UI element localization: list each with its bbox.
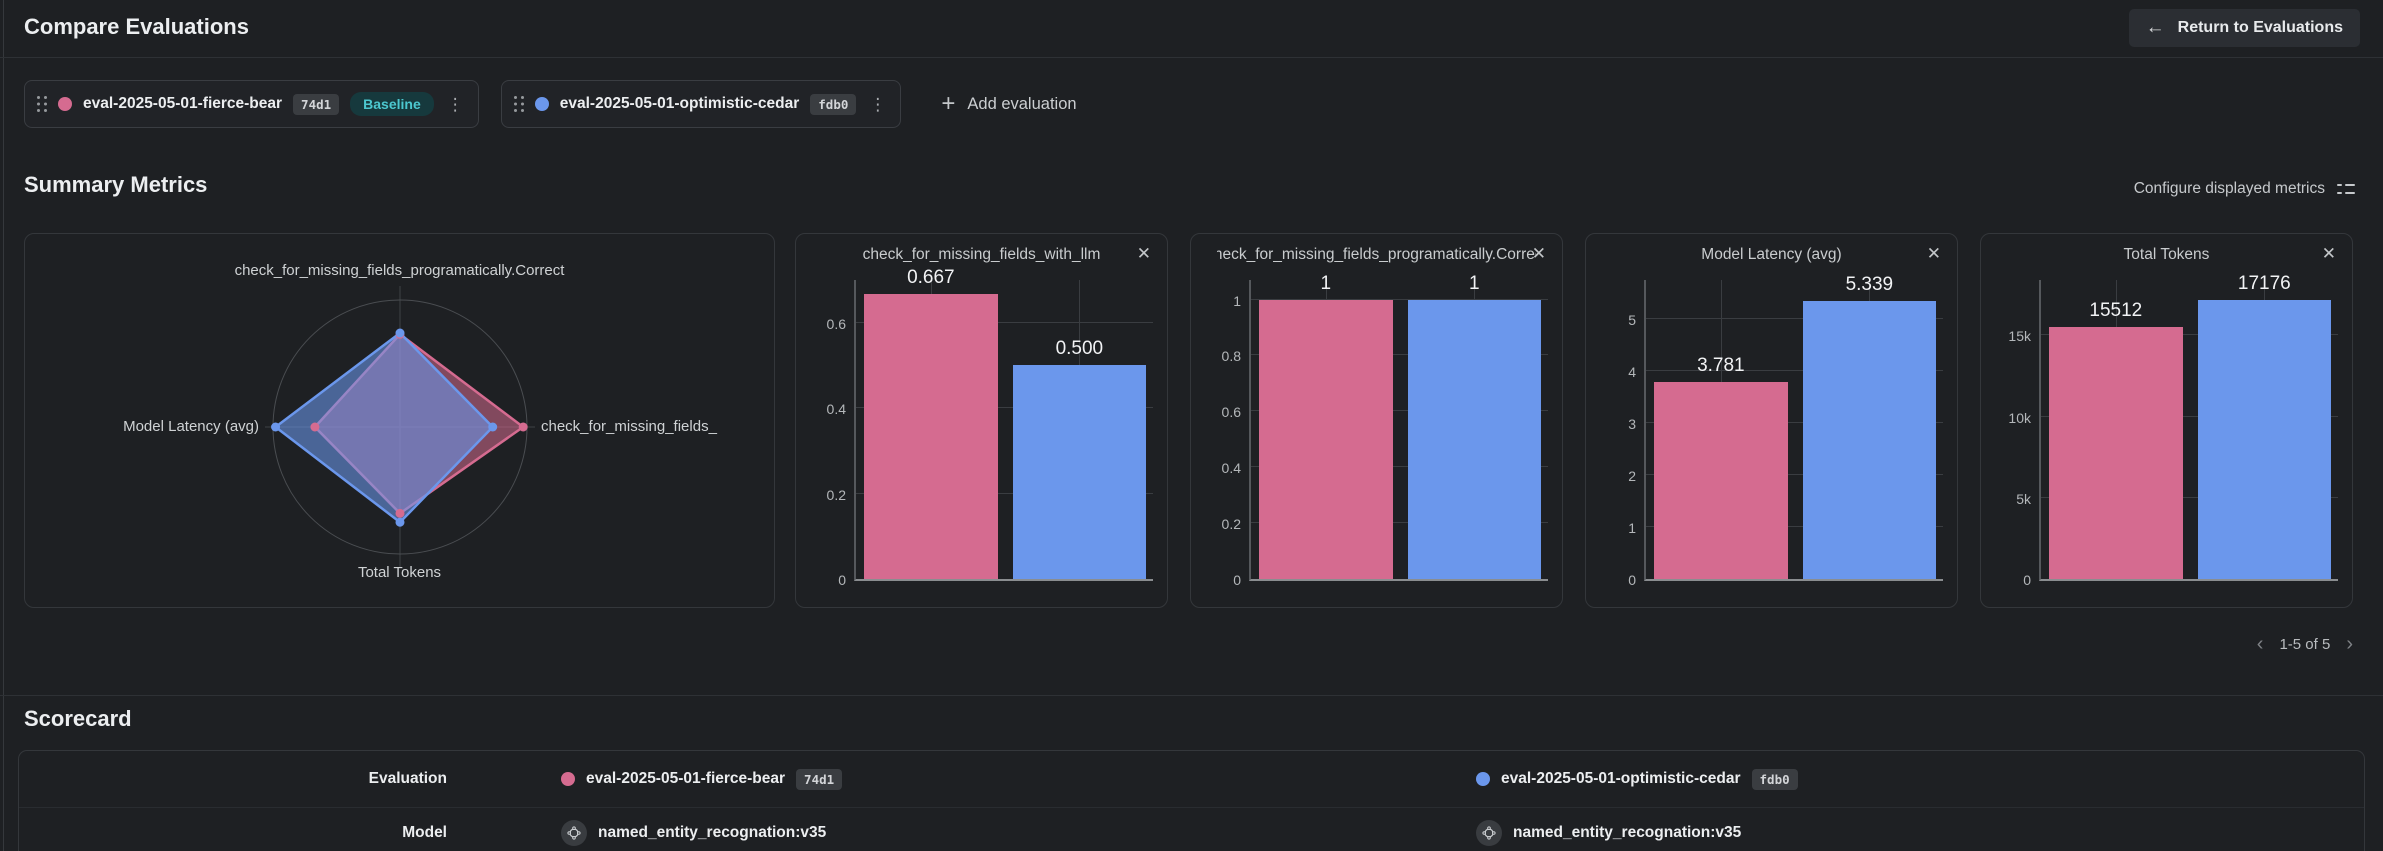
configure-label: Configure displayed metrics bbox=[2133, 180, 2325, 197]
scorecard-row-evaluation: Evaluation eval-2025-05-01-fierce-bear 7… bbox=[19, 751, 2364, 807]
scorecard-evaluation-link[interactable]: eval-2025-05-01-optimistic-cedar fdb0 bbox=[1396, 768, 2364, 790]
bar-value-label: 15512 bbox=[2089, 299, 2143, 321]
bar-value-label: 5.339 bbox=[1845, 274, 1894, 296]
bar-chart: 0 1 2 3 4 5 3.781 5.339 bbox=[1628, 274, 1943, 588]
page-title: Compare Evaluations bbox=[24, 14, 249, 39]
eval-name: eval-2025-05-01-optimistic-cedar bbox=[559, 95, 800, 112]
bar-eval-2025-05-01-fierce-bear bbox=[864, 294, 998, 579]
scorecard-model-link[interactable]: named_entity_recognation:v35 bbox=[481, 819, 1396, 846]
bar-chart: 0 0.2 0.4 0.6 0.8 1 1 1 bbox=[1222, 273, 1548, 588]
model-icon bbox=[561, 819, 587, 846]
return-button-label: Return to Evaluations bbox=[2177, 19, 2343, 36]
close-icon[interactable]: ✕ bbox=[1926, 244, 1941, 263]
bar-value-label: 17176 bbox=[2237, 272, 2291, 294]
scorecard-title: Scorecard bbox=[24, 706, 132, 731]
bar-chart: 0 0.2 0.4 0.6 0.667 0.500 bbox=[827, 267, 1153, 588]
model-name: named_entity_recognation:v35 bbox=[598, 823, 827, 841]
radar-plot bbox=[265, 286, 535, 568]
bar-eval-2025-05-01-optimistic-cedar bbox=[1012, 365, 1147, 579]
bar-chart: 0 5k 10k 15k 15512 17176 bbox=[2008, 273, 2338, 588]
scorecard-row-label: Evaluation bbox=[368, 770, 447, 787]
return-to-evaluations-button[interactable]: ← Return to Evaluations bbox=[2128, 9, 2360, 47]
eval-id-badge: 74d1 bbox=[293, 93, 340, 115]
bar-value-label: 0.500 bbox=[1055, 338, 1104, 360]
drag-handle-icon[interactable] bbox=[513, 96, 524, 112]
eval-color-dot-blue bbox=[1476, 772, 1490, 786]
configure-displayed-metrics-button[interactable]: Configure displayed metrics bbox=[2134, 180, 2355, 198]
summary-pagination: ‹ 1-5 of 5 › bbox=[2257, 634, 2353, 654]
radar-chart-card: check_for_missing_fields_programatically… bbox=[24, 233, 775, 608]
bar-eval-2025-05-01-optimistic-cedar bbox=[2197, 299, 2332, 579]
radar-axis-label-bottom: Total Tokens bbox=[357, 564, 442, 581]
eval-name: eval-2025-05-01-fierce-bear bbox=[83, 95, 283, 112]
metric-card-check-for-missing-fields-programatically: check_for_missing_fields_programatically… bbox=[1190, 233, 1563, 608]
bar-value-label: 1 bbox=[1469, 272, 1480, 294]
metric-card-model-latency: Model Latency (avg) ✕ 0 1 2 3 4 5 3.781 5.339 bbox=[1585, 233, 1958, 608]
bar-eval-2025-05-01-fierce-bear bbox=[2049, 326, 2183, 579]
bar-eval-2025-05-01-optimistic-cedar bbox=[1802, 301, 1937, 579]
scorecard-divider bbox=[0, 695, 2383, 696]
next-page-icon[interactable]: › bbox=[2346, 633, 2353, 655]
scorecard-evaluation-link[interactable]: eval-2025-05-01-fierce-bear 74d1 bbox=[481, 768, 1396, 790]
close-icon[interactable]: ✕ bbox=[1531, 244, 1546, 263]
close-icon[interactable]: ✕ bbox=[1136, 244, 1151, 263]
baseline-badge: Baseline bbox=[350, 92, 434, 116]
metric-card-check-for-missing-fields-with-llm: check_for_missing_fields_with_llm ✕ 0 0.2… bbox=[795, 233, 1168, 608]
left-pane-divider bbox=[3, 0, 4, 851]
eval-name: eval-2025-05-01-optimistic-cedar bbox=[1501, 770, 1741, 787]
eval-color-dot-blue bbox=[534, 97, 549, 111]
metric-card-title: Total Tokens bbox=[2123, 246, 2210, 263]
kebab-menu-icon[interactable]: ⋮ bbox=[446, 94, 464, 114]
evaluation-chip-baseline[interactable]: eval-2025-05-01-fierce-bear 74d1 Baselin… bbox=[24, 80, 479, 128]
metric-card-title: check_for_missing_fields_programatically… bbox=[1217, 246, 1536, 263]
metric-card-title: Model Latency (avg) bbox=[1701, 246, 1842, 263]
drag-handle-icon[interactable] bbox=[37, 96, 47, 112]
evaluation-chip-compare[interactable]: eval-2025-05-01-optimistic-cedar fdb0 ⋮ bbox=[500, 80, 902, 128]
scorecard-row-label: Model bbox=[402, 823, 447, 841]
radar-chart: check_for_missing_fields_programatically… bbox=[25, 234, 774, 607]
bar-value-label: 1 bbox=[1320, 272, 1332, 294]
eval-name: eval-2025-05-01-fierce-bear bbox=[586, 770, 786, 787]
metric-card-total-tokens: Total Tokens ✕ 0 5k 10k 15k 15512 17176 bbox=[1980, 233, 2353, 608]
bar-eval-2025-05-01-fierce-bear bbox=[1259, 299, 1393, 579]
radar-axis-label-left: Model Latency (avg) bbox=[123, 418, 259, 435]
radar-axis-label-top: check_for_missing_fields_programatically… bbox=[234, 262, 565, 279]
scorecard-panel: Evaluation eval-2025-05-01-fierce-bear 7… bbox=[18, 750, 2365, 851]
eval-id-badge: fdb0 bbox=[810, 93, 857, 115]
evaluation-chips-row: eval-2025-05-01-fierce-bear 74d1 Baselin… bbox=[24, 80, 1077, 128]
bar-eval-2025-05-01-fierce-bear bbox=[1654, 382, 1788, 579]
add-evaluation-button[interactable]: + Add evaluation bbox=[941, 92, 1076, 116]
eval-id-badge: fdb0 bbox=[1751, 768, 1798, 790]
scorecard-row-model: Model named_entity_recognation:v35 named… bbox=[19, 807, 2364, 851]
eval-color-dot-pink bbox=[561, 772, 575, 786]
plus-icon: + bbox=[941, 90, 956, 117]
previous-page-icon[interactable]: ‹ bbox=[2256, 633, 2264, 655]
metric-card-title: check_for_missing_fields_with_llm bbox=[862, 246, 1101, 263]
radar-axis-label-right: check_for_missing_fields_ bbox=[541, 418, 717, 435]
eval-color-dot-pink bbox=[58, 97, 72, 111]
model-name: named_entity_recognation:v35 bbox=[1513, 823, 1742, 841]
back-arrow-icon: ← bbox=[2145, 17, 2165, 38]
bar-value-label: 3.781 bbox=[1697, 355, 1745, 377]
summary-metrics-title: Summary Metrics bbox=[24, 172, 208, 197]
pagination-label: 1-5 of 5 bbox=[2279, 635, 2331, 653]
bar-value-label: 0.667 bbox=[907, 267, 955, 289]
close-icon[interactable]: ✕ bbox=[2321, 244, 2336, 263]
bar-eval-2025-05-01-optimistic-cedar bbox=[1407, 299, 1542, 579]
add-evaluation-label: Add evaluation bbox=[967, 94, 1077, 113]
configure-metrics-icon bbox=[2337, 183, 2355, 195]
kebab-menu-icon[interactable]: ⋮ bbox=[869, 94, 887, 114]
eval-id-badge: 74d1 bbox=[796, 768, 843, 790]
model-icon bbox=[1476, 819, 1502, 846]
scorecard-model-link[interactable]: named_entity_recognation:v35 bbox=[1396, 819, 2364, 846]
header-divider bbox=[0, 57, 2383, 58]
